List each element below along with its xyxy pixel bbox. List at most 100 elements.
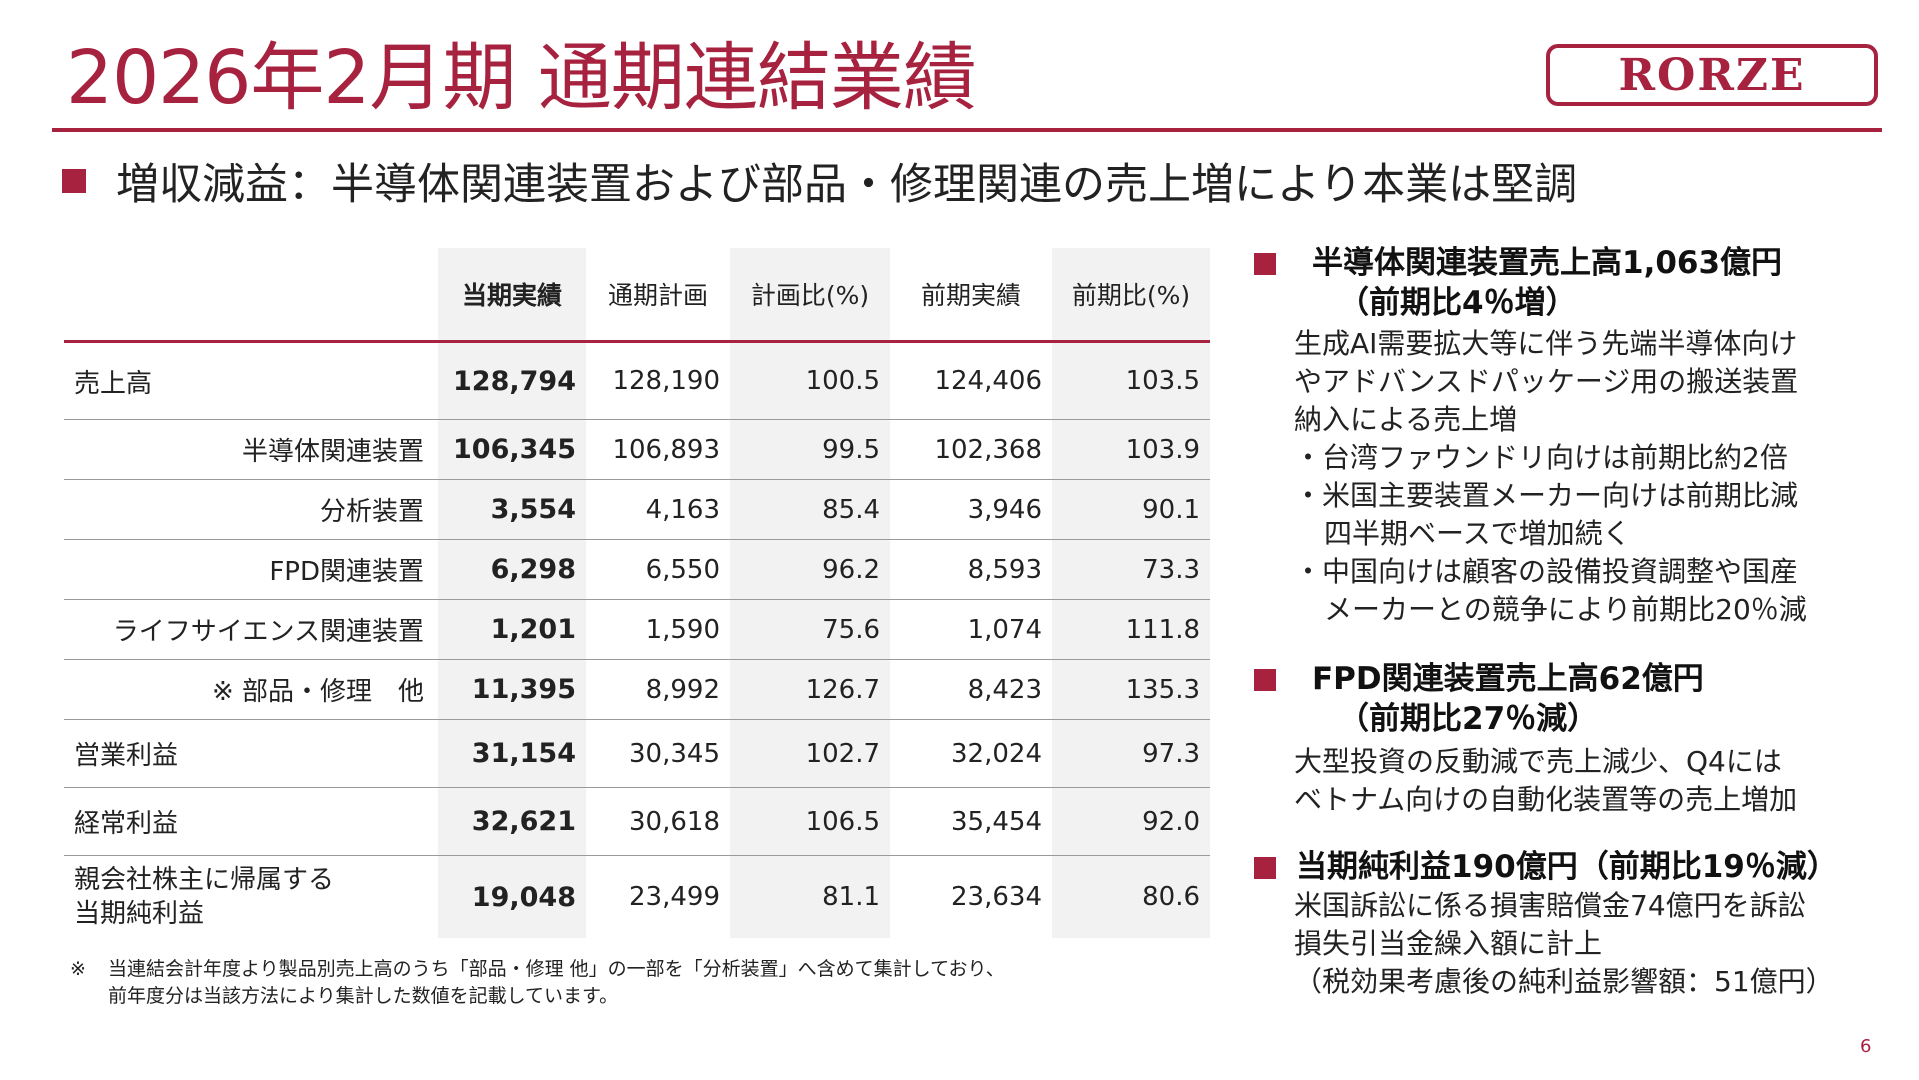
cell-plan: 4,163 <box>645 494 720 525</box>
cell-prev: 8,423 <box>967 674 1042 705</box>
cell-plan-ratio: 126.7 <box>805 674 880 705</box>
section-fpd: FPD関連装置売上高62億円 （前期比27％減） 大型投資の反動減で売上減少、Q… <box>1254 659 1894 819</box>
table-row: 売上高 128,794 128,190 100.5 124,406 103.5 <box>64 343 1210 419</box>
col-shade-plan-ratio <box>730 248 890 938</box>
body-line: 損失引当金繰入額に計上 <box>1294 927 1603 960</box>
body-line: やアドバンスドパッケージ用の搬送装置 <box>1294 365 1799 398</box>
row-divider <box>64 539 1210 540</box>
row-label: ライフサイエンス関連装置 <box>112 617 424 647</box>
cell-yoy-ratio: 135.3 <box>1125 674 1200 705</box>
row-divider <box>64 419 1210 420</box>
row-label-line1: 親会社株主に帰属する <box>74 865 335 895</box>
heading-line2: （前期比27％減） <box>1338 701 1599 737</box>
cell-yoy-ratio: 111.8 <box>1125 614 1200 645</box>
cell-plan: 6,550 <box>645 554 720 585</box>
row-divider <box>64 479 1210 480</box>
row-divider <box>64 719 1210 720</box>
title-rule <box>52 128 1882 132</box>
cell-plan: 128,190 <box>612 366 720 396</box>
row-divider <box>64 659 1210 660</box>
heading-line1: 当期純利益190億円（前期比19％減） <box>1296 849 1838 885</box>
cell-plan-ratio: 85.4 <box>822 494 880 525</box>
cell-yoy-ratio: 103.5 <box>1125 366 1200 396</box>
cell-current: 128,794 <box>453 365 576 397</box>
heading-line1: FPD関連装置売上高62億円 <box>1312 661 1704 697</box>
row-label: 半導体関連装置 <box>241 437 424 467</box>
row-label: ※ 部品・修理 他 <box>211 677 424 707</box>
body-line: 生成AI需要拡大等に伴う先端半導体向け <box>1294 327 1798 360</box>
cell-yoy-ratio: 92.0 <box>1142 806 1200 837</box>
table-row: ライフサイエンス関連装置 1,201 1,590 75.6 1,074 111.… <box>64 600 1210 659</box>
rorze-logo: RORZE <box>1546 44 1878 106</box>
footnote-line2: 前年度分は当該方法により集計した数値を記載しています。 <box>108 985 619 1007</box>
col-shade-current <box>438 248 586 938</box>
row-label-line2: 当期純利益 <box>74 899 205 929</box>
logo-text: RORZE <box>1618 49 1806 101</box>
cell-prev: 102,368 <box>934 434 1042 465</box>
table-row: 半導体関連装置 106,345 106,893 99.5 102,368 103… <box>64 420 1210 479</box>
footnote: ※ 当連結会計年度より製品別売上高のうち「部品・修理 他」の一部を「分析装置」へ… <box>70 956 1005 1010</box>
page-title: 2026年2月期 通期連結業績 <box>66 35 977 121</box>
cell-plan-ratio: 100.5 <box>805 366 880 396</box>
cell-plan: 30,618 <box>629 806 720 837</box>
cell-current: 106,345 <box>453 434 576 465</box>
body-line: 納入による売上増 <box>1294 403 1518 436</box>
bullet-line: ・中国向けは顧客の設備投資調整や国産 <box>1294 555 1799 588</box>
cell-current: 1,201 <box>490 614 576 645</box>
section-body: 生成AI需要拡大等に伴う先端半導体向け やアドバンスドパッケージ用の搬送装置 納… <box>1294 325 1894 629</box>
cell-current: 19,048 <box>471 881 576 913</box>
cell-prev: 35,454 <box>951 806 1042 837</box>
col-header-current: 当期実績 <box>461 281 562 310</box>
table-row: 分析装置 3,554 4,163 85.4 3,946 90.1 <box>64 480 1210 539</box>
body-line: 大型投資の反動減で売上減少、Q4には <box>1294 745 1782 778</box>
row-label: 分析装置 <box>319 497 424 527</box>
cell-yoy-ratio: 97.3 <box>1142 738 1200 769</box>
cell-prev: 23,634 <box>951 882 1042 912</box>
cell-plan-ratio: 96.2 <box>822 554 880 585</box>
bullet-continuation: メーカーとの競争により前期比20％減 <box>1324 593 1807 626</box>
bullet-square-icon <box>1254 857 1276 879</box>
section-body: 米国訴訟に係る損害賠償金74億円を訴訟 損失引当金繰入額に計上 （税効果考慮後の… <box>1294 887 1894 1001</box>
cell-current: 32,621 <box>471 806 576 837</box>
row-label: FPD関連装置 <box>269 557 424 587</box>
row-label: 経常利益 <box>74 809 179 839</box>
section-body: 大型投資の反動減で売上減少、Q4には ベトナム向けの自動化装置等の売上増加 <box>1294 743 1894 819</box>
body-line: 米国訴訟に係る損害賠償金74億円を訴訟 <box>1294 889 1806 922</box>
cell-plan: 8,992 <box>645 674 720 705</box>
cell-plan-ratio: 99.5 <box>822 434 880 465</box>
body-line: ベトナム向けの自動化装置等の売上増加 <box>1294 783 1798 816</box>
footnote-line1: 当連結会計年度より製品別売上高のうち「部品・修理 他」の一部を「分析装置」へ含め… <box>108 958 1005 980</box>
row-divider <box>64 787 1210 788</box>
header-divider <box>64 340 1210 343</box>
col-shade-yoy-ratio <box>1052 248 1210 938</box>
footnote-mark: ※ <box>70 958 86 980</box>
bullet-square-icon <box>1254 253 1276 275</box>
body-line: （税効果考慮後の純利益影響額：51億円） <box>1294 965 1834 998</box>
cell-yoy-ratio: 103.9 <box>1125 434 1200 465</box>
cell-plan: 23,499 <box>629 882 720 912</box>
cell-plan: 1,590 <box>645 614 720 645</box>
cell-plan-ratio: 106.5 <box>805 806 880 837</box>
col-header-plan: 通期計画 <box>607 281 708 310</box>
row-divider <box>64 855 1210 856</box>
section-net-income: 当期純利益190億円（前期比19％減） 米国訴訟に係る損害賠償金74億円を訴訟 … <box>1254 847 1894 1001</box>
cell-plan-ratio: 102.7 <box>805 738 880 769</box>
subtitle: 増収減益：半導体関連装置および部品・修理関連の売上増により本業は堅調 <box>62 150 1577 212</box>
cell-yoy-ratio: 80.6 <box>1142 882 1200 912</box>
cell-prev: 1,074 <box>967 614 1042 645</box>
cell-current: 6,298 <box>490 554 576 585</box>
cell-yoy-ratio: 90.1 <box>1142 494 1200 525</box>
subtitle-text: 増収減益：半導体関連装置および部品・修理関連の売上増により本業は堅調 <box>116 160 1578 210</box>
table-header: 当期実績 通期計画 計画比(%) 前期実績 前期比(%) <box>64 248 1210 340</box>
table-row: ※ 部品・修理 他 11,395 8,992 126.7 8,423 135.3 <box>64 660 1210 719</box>
cell-prev: 3,946 <box>967 494 1042 525</box>
col-header-prev: 前期実績 <box>920 281 1021 310</box>
table-row: 経常利益 32,621 30,618 106.5 35,454 92.0 <box>64 788 1210 855</box>
row-divider <box>64 599 1210 600</box>
col-header-plan-ratio: 計画比(%) <box>750 281 870 310</box>
bullet-square-icon <box>1254 669 1276 691</box>
heading-line1: 半導体関連装置売上高1,063億円 <box>1312 245 1783 281</box>
cell-prev: 32,024 <box>951 738 1042 769</box>
cell-current: 31,154 <box>471 738 576 769</box>
cell-prev: 124,406 <box>934 366 1042 396</box>
